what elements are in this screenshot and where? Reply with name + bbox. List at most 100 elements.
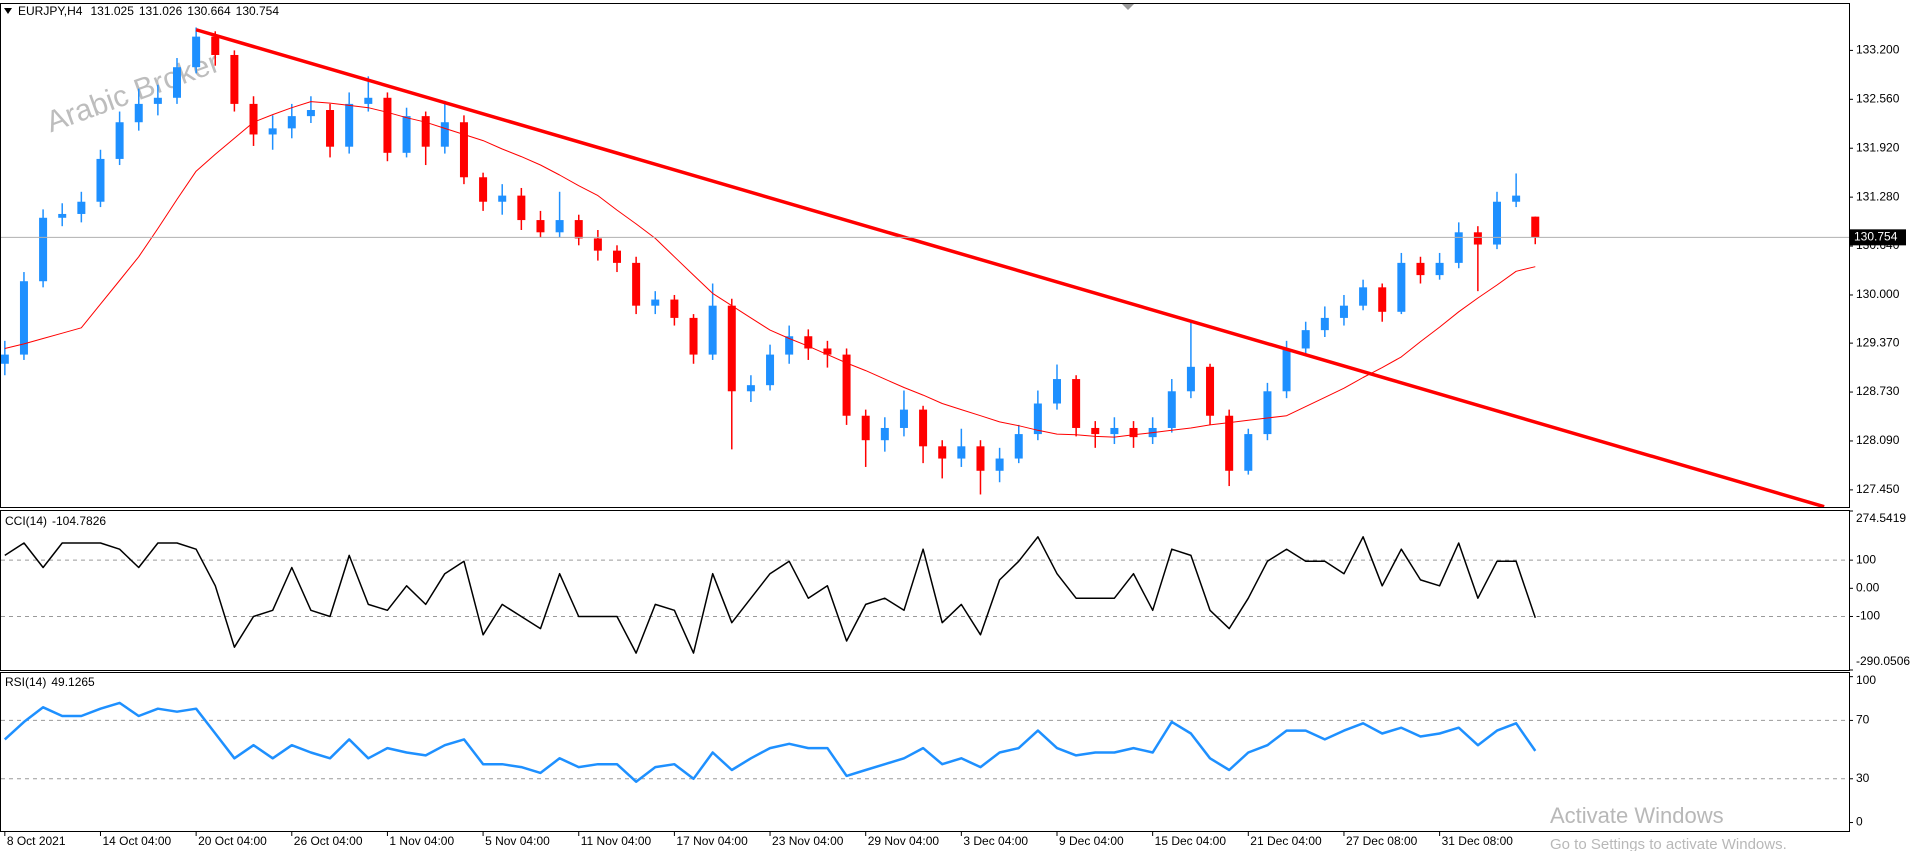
candle-body bbox=[173, 67, 181, 98]
x-tick-label: 1 Nov 04:00 bbox=[389, 834, 454, 848]
candle-body bbox=[1263, 391, 1272, 435]
candle-body bbox=[39, 217, 48, 282]
x-tick-label: 26 Oct 04:00 bbox=[294, 834, 363, 848]
candle-body bbox=[345, 103, 354, 147]
candle-body bbox=[1320, 317, 1329, 331]
candle-body bbox=[899, 409, 908, 428]
candle-body bbox=[593, 238, 602, 251]
current-price-box bbox=[1850, 229, 1906, 246]
candle-body bbox=[249, 103, 258, 135]
candle-body bbox=[1282, 348, 1291, 392]
candle-body bbox=[1033, 403, 1042, 435]
x-tick-label: 11 Nov 04:00 bbox=[581, 834, 652, 848]
candle-body bbox=[670, 299, 679, 318]
candle-body bbox=[1053, 379, 1061, 404]
x-tick-label: 8 Oct 2021 bbox=[7, 834, 66, 848]
candle-body bbox=[651, 299, 660, 306]
candle-body bbox=[689, 317, 698, 355]
y-tick-label: 100 bbox=[1856, 552, 1876, 566]
activation-text: Go to Settings to activate Windows. bbox=[1550, 836, 1787, 851]
candle-body bbox=[1473, 232, 1482, 245]
x-tick-label: 20 Oct 04:00 bbox=[198, 834, 267, 848]
candle-body bbox=[1129, 427, 1138, 438]
candle-body bbox=[459, 122, 468, 178]
y-tick-label: 131.280 bbox=[1856, 189, 1900, 203]
high-value: 131.026 bbox=[139, 4, 183, 18]
candle-body bbox=[1493, 201, 1501, 245]
candle-body bbox=[498, 195, 507, 202]
y-tick-label: 70 bbox=[1856, 713, 1870, 727]
indicator-value: 49.1265 bbox=[51, 675, 95, 689]
candle-body bbox=[861, 415, 870, 441]
close-value: 130.754 bbox=[236, 4, 280, 18]
candle-body bbox=[919, 409, 928, 447]
candle-body bbox=[440, 122, 449, 147]
indicator-name: RSI(14) bbox=[5, 675, 46, 689]
candle-body bbox=[746, 385, 755, 392]
candle-body bbox=[727, 305, 736, 392]
y-tick-label: 131.920 bbox=[1856, 140, 1900, 154]
open-value: 131.025 bbox=[90, 4, 134, 18]
main-panel-frame bbox=[0, 3, 1850, 508]
candle-body bbox=[1244, 434, 1253, 471]
candle-body bbox=[1435, 262, 1444, 276]
candle-body bbox=[785, 336, 794, 355]
x-tick-label: 3 Dec 04:00 bbox=[963, 834, 1028, 848]
y-tick-label: -100 bbox=[1856, 609, 1880, 623]
candle-body bbox=[995, 458, 1004, 471]
trendline bbox=[195, 28, 1825, 507]
indicator-value: -104.7826 bbox=[52, 514, 106, 528]
candle-body bbox=[1206, 366, 1215, 416]
candle-body bbox=[976, 446, 985, 471]
candle-body bbox=[842, 354, 851, 416]
candle-body bbox=[1225, 415, 1234, 471]
candle-body bbox=[192, 36, 201, 68]
rsi-panel-frame bbox=[0, 672, 1850, 832]
candle-body bbox=[1186, 366, 1195, 392]
candle-body bbox=[287, 116, 296, 129]
x-tick-label: 17 Nov 04:00 bbox=[676, 834, 748, 848]
candle-body bbox=[555, 220, 564, 233]
candle-body bbox=[383, 97, 392, 153]
moving-average bbox=[4, 101, 1536, 438]
candle-body bbox=[1110, 427, 1119, 435]
rsi-title: RSI(14) 49.1265 bbox=[5, 675, 95, 689]
candle-body bbox=[1301, 330, 1310, 349]
candle-body bbox=[1397, 262, 1406, 312]
candle-body bbox=[1359, 287, 1368, 306]
y-tick-label: 130.000 bbox=[1856, 287, 1900, 301]
candle-body bbox=[96, 158, 105, 202]
low-value: 130.664 bbox=[187, 4, 231, 18]
y-tick-label: 30 bbox=[1856, 771, 1870, 785]
y-tick-label: 0 bbox=[1856, 815, 1863, 829]
candle-body bbox=[19, 281, 28, 355]
y-tick-label: 0.00 bbox=[1856, 580, 1880, 594]
candle-body bbox=[1378, 287, 1387, 312]
y-tick-label: 128.730 bbox=[1856, 384, 1900, 398]
shift-marker[interactable] bbox=[1122, 4, 1134, 10]
y-tick-label: 274.5419 bbox=[1856, 511, 1906, 525]
x-tick-label: 5 Nov 04:00 bbox=[485, 834, 550, 848]
candle-body bbox=[115, 122, 124, 159]
candle-body bbox=[766, 354, 775, 386]
candle-body bbox=[823, 348, 832, 355]
candle-body bbox=[211, 36, 220, 55]
candle-body bbox=[880, 427, 889, 441]
candle-body bbox=[1531, 216, 1540, 238]
x-tick-label: 23 Nov 04:00 bbox=[772, 834, 844, 848]
candle-body bbox=[804, 336, 813, 349]
activation-title: Activate Windows bbox=[1550, 803, 1724, 828]
y-tick-label: 129.370 bbox=[1856, 335, 1900, 349]
candle-body bbox=[938, 446, 947, 459]
candle-body bbox=[1167, 391, 1176, 428]
y-tick-label: 132.560 bbox=[1856, 91, 1900, 105]
y-tick-label: 128.090 bbox=[1856, 433, 1900, 447]
candle-body bbox=[58, 213, 67, 218]
y-tick-label: -290.0506 bbox=[1856, 654, 1910, 668]
candle-body bbox=[536, 220, 545, 233]
candle-body bbox=[402, 116, 411, 153]
candle-body bbox=[1014, 434, 1023, 459]
menu-arrow[interactable] bbox=[4, 8, 12, 14]
